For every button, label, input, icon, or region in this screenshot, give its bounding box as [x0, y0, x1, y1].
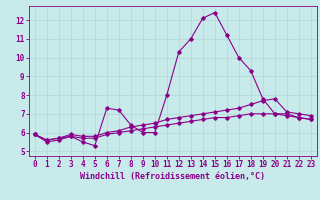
X-axis label: Windchill (Refroidissement éolien,°C): Windchill (Refroidissement éolien,°C) [80, 172, 265, 181]
